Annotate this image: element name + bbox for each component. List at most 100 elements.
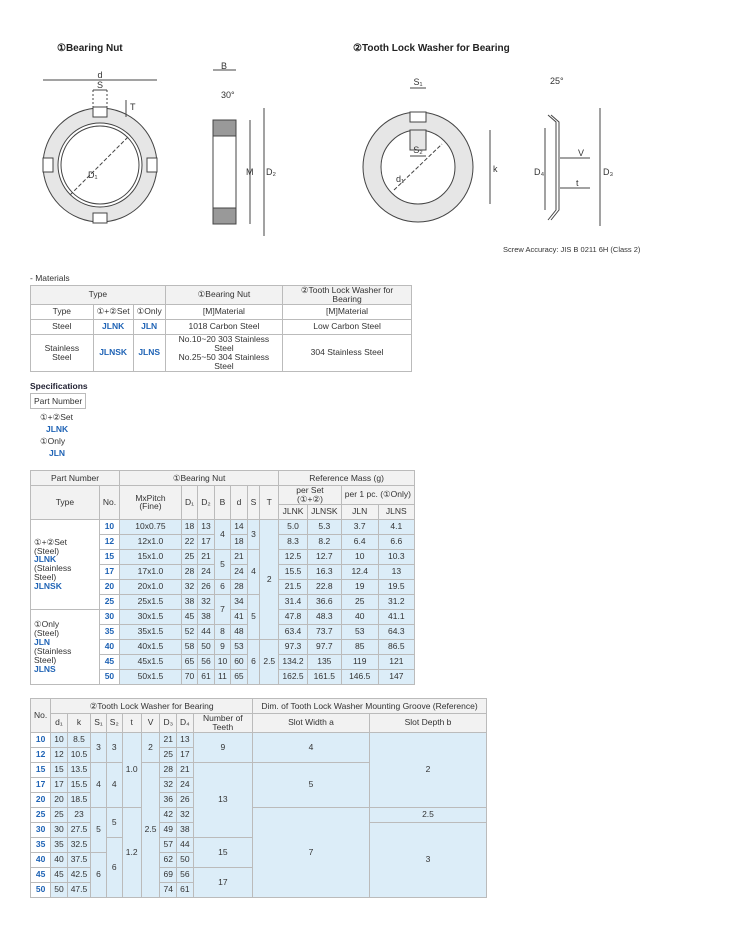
cell: 17 [197, 533, 215, 550]
cell: 6 [105, 836, 123, 898]
line: No.25~50 304 Stainless Steel [178, 351, 270, 371]
washer-table: No. ②Tooth Lock Washer for Bearing Dim. of… [29, 698, 487, 898]
cell: 28 [159, 761, 178, 778]
cell: 21 [176, 761, 194, 778]
cell: 35 [98, 623, 121, 640]
cell: No.10~20 303 Stainless Steel No.25~50 304… [164, 333, 284, 372]
cell: No. [98, 485, 121, 520]
cell: 69 [159, 866, 178, 883]
cell: 17 [29, 776, 52, 793]
label-s2: S₂ [413, 145, 423, 155]
cell: Reference Mass (g) [278, 470, 415, 486]
cell: 18.5 [66, 791, 92, 808]
cell: 17 [50, 776, 68, 793]
cell: ①+②Set [92, 303, 134, 320]
row: 15 15x1.0 25 21 5 21 4 12.5 12.7 10 10.3 [31, 548, 416, 595]
cell: 85 [340, 638, 379, 655]
cell: D₃ [159, 713, 178, 733]
line: JLN [34, 636, 51, 647]
cell: 12.4 [340, 563, 379, 580]
cell: 10 [29, 731, 52, 748]
cell: 4 [213, 518, 232, 550]
cell: 10x0.75 [119, 518, 182, 535]
cell: 32.5 [66, 836, 92, 853]
cell: 65 [180, 653, 199, 670]
cell: 3 [246, 518, 261, 550]
row: 50 50x1.5 70 61 11 65 162.5 161.5 146.5 147 [31, 668, 416, 685]
row: 45 45 42.5 69 56 17 [29, 866, 487, 898]
cell: ①Only [132, 303, 166, 320]
cell: 49 [159, 821, 178, 838]
cell: 4 [90, 761, 107, 808]
cell: 44 [197, 623, 215, 640]
cell: 161.5 [306, 668, 342, 685]
cell: 70 [180, 668, 199, 685]
cell: S₂ [105, 713, 123, 733]
cell: 32 [197, 593, 215, 610]
cell: 86.5 [377, 638, 416, 655]
cell: 13 [192, 761, 254, 838]
cell: 50 [29, 881, 52, 898]
cell: 19 [340, 578, 379, 595]
cell: 32 [180, 578, 199, 595]
cell: 12 [98, 533, 121, 550]
label-d2: D₂ [266, 167, 276, 177]
cell: 17x1.0 [119, 563, 182, 580]
cell: 25x1.5 [119, 593, 182, 610]
line: (Stainless Steel) [34, 645, 72, 665]
cell: 25 [340, 593, 379, 610]
label-t: T [130, 102, 136, 112]
label-angle: 30° [221, 90, 235, 100]
cell: 3 [105, 731, 123, 763]
cell: 7 [252, 806, 370, 898]
cell: 57 [159, 836, 178, 853]
cell: JLNSK [92, 333, 134, 372]
row: 40 40 37.5 6 62 50 [29, 851, 487, 898]
cell: 58 [180, 638, 199, 655]
cell: 37.5 [66, 851, 92, 868]
cell: 9 [213, 638, 232, 655]
washer-side [544, 108, 601, 226]
nut-side [212, 69, 265, 236]
cell: 63.4 [278, 623, 308, 640]
cell: 50 [98, 668, 121, 685]
cell: 6 [246, 638, 261, 685]
cell: V [140, 713, 161, 733]
cell: 146.5 [340, 668, 379, 685]
item: ①Only [40, 436, 66, 446]
row: 40 40x1.5 58 50 9 53 6 2.5 97.3 97.7 85 86.5 [31, 638, 416, 685]
cell: 5 [90, 806, 107, 853]
cell: 50 [176, 851, 194, 868]
cell: 74 [159, 881, 178, 898]
cell: 61 [197, 668, 215, 685]
label-d: d [97, 70, 102, 80]
cell: 12.5 [278, 548, 308, 565]
label-m: M [246, 167, 254, 177]
label-d1: D₁ [88, 170, 98, 180]
cell: ①Bearing Nut [164, 285, 284, 305]
cell: 27.5 [66, 821, 92, 838]
cell: 15.5 [66, 776, 92, 793]
cell: 45 [29, 866, 52, 883]
label-d3: D₃ [603, 167, 613, 177]
label-t: t [576, 178, 579, 188]
cell: D₄ [176, 713, 194, 733]
cell: JLNS [132, 333, 166, 372]
nut-table: Part Number ①Bearing Nut Reference Mass (g… [29, 470, 416, 685]
cell: 44 [176, 836, 194, 853]
cell: 5.0 [278, 518, 308, 535]
row: ①+②Set (Steel) JLNK (Stainless Steel) JLNSK 1… [30, 518, 416, 640]
line: ①Only [34, 619, 60, 630]
line: ①+②Set [34, 536, 67, 547]
cell: 16.3 [306, 563, 342, 580]
cell: 8.2 [306, 533, 342, 550]
cell: 65 [230, 668, 248, 685]
cell: 34 [230, 593, 248, 610]
cell: 1.0 [121, 731, 142, 808]
cell: 18 [180, 518, 199, 535]
cell: 97.7 [306, 638, 342, 655]
cell: 5 [105, 806, 123, 838]
nut-front [42, 79, 158, 224]
cell: 135 [306, 653, 342, 670]
cell: 36 [159, 791, 178, 808]
